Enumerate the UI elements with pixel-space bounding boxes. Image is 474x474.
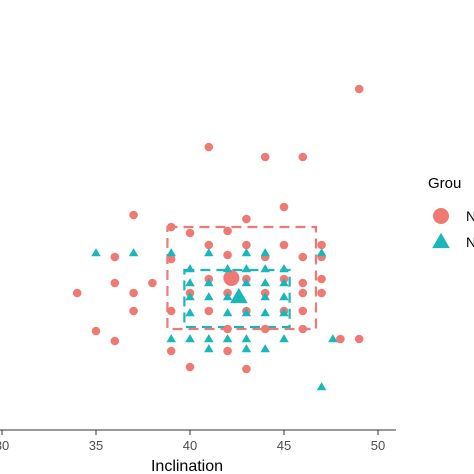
triangle-point (260, 344, 270, 353)
triangle-point (316, 248, 327, 257)
circle-point (279, 240, 289, 250)
triangle-point (91, 248, 101, 257)
circle-point (354, 334, 364, 344)
triangle-point (241, 264, 252, 273)
circle-point (223, 346, 232, 356)
triangle-point (222, 292, 233, 301)
triangle-point (185, 334, 195, 343)
x-tick-label: 45 (277, 438, 291, 453)
circle-point (298, 152, 308, 162)
legend: Grou NN (428, 175, 474, 250)
circle-point (223, 250, 232, 260)
circle-point (204, 306, 214, 316)
triangle-point (241, 334, 252, 343)
circle-point (223, 324, 232, 334)
circle-point (129, 210, 138, 220)
circle-point (204, 142, 214, 152)
data-points (72, 84, 364, 391)
legend-triangle-icon (432, 232, 450, 249)
circle-point (298, 278, 308, 288)
triangle-point (185, 308, 195, 317)
circle-point (110, 252, 120, 262)
triangle-point (204, 344, 214, 353)
triangle-point (279, 334, 289, 343)
circle-point (166, 306, 176, 316)
triangle-point (185, 292, 195, 301)
triangle-point (328, 334, 338, 343)
circle-point (242, 364, 251, 374)
triangle-point (241, 248, 252, 257)
circle-point (298, 306, 308, 316)
triangle-point (260, 278, 270, 287)
summary-box-1 (166, 225, 318, 331)
x-axis-ticks: 30 35 40 45 50 (0, 430, 385, 453)
x-tick-label: 30 (0, 438, 9, 453)
x-axis-title: Inclination (151, 458, 223, 474)
circle-point (129, 288, 138, 298)
circle-point (242, 214, 251, 224)
circle-point (166, 254, 176, 264)
x-tick-label: 40 (183, 438, 197, 453)
legend-circle-icon (433, 208, 449, 224)
circle-point (279, 202, 289, 212)
triangle-point (260, 308, 270, 317)
circle-point (148, 278, 157, 288)
circle-point (129, 306, 138, 316)
triangle-point (222, 308, 233, 317)
circle-point (223, 226, 232, 236)
triangle-point (279, 278, 289, 287)
triangle-point (279, 292, 289, 301)
circle-point (260, 324, 270, 334)
triangle-point (128, 248, 139, 257)
circle-point (185, 362, 195, 372)
circle-point (110, 278, 120, 288)
triangle-point (166, 334, 176, 343)
circle-point (242, 240, 251, 250)
triangle-point (279, 264, 289, 273)
circle-point (204, 240, 214, 250)
triangle-point (241, 308, 252, 317)
triangle-point (185, 278, 195, 287)
triangle-point (185, 264, 195, 273)
circle-point (91, 326, 101, 336)
circle-point (317, 288, 326, 298)
triangle-point (230, 287, 248, 304)
circle-point (317, 240, 326, 250)
legend-label: N (466, 208, 474, 224)
triangle-point (316, 382, 327, 391)
triangle-point (222, 264, 233, 273)
triangle-point (204, 278, 214, 287)
circle-point (110, 336, 120, 346)
circle-point (298, 252, 308, 262)
triangle-point (260, 292, 270, 301)
triangle-point (204, 248, 214, 257)
summary-box-2 (183, 268, 291, 329)
circle-point (72, 288, 82, 298)
summary-boxes (166, 225, 318, 331)
circle-point (166, 346, 176, 356)
triangle-point (166, 248, 176, 257)
triangle-point (241, 278, 252, 287)
x-tick-label: 35 (89, 438, 103, 453)
circle-point (260, 152, 270, 162)
x-tick-label: 50 (371, 438, 385, 453)
circle-point (298, 288, 308, 298)
triangle-point (260, 248, 270, 257)
circle-point (298, 324, 308, 334)
circle-point (166, 222, 176, 232)
circle-point (185, 228, 195, 238)
legend-label: N (466, 234, 474, 250)
triangle-point (204, 334, 214, 343)
legend-title: Grou (428, 175, 461, 192)
circle-point (223, 270, 240, 286)
triangle-point (279, 308, 289, 317)
triangle-point (241, 344, 252, 353)
triangle-point (222, 334, 233, 343)
circle-point (336, 334, 345, 344)
circle-point (354, 84, 364, 94)
triangle-point (204, 292, 214, 301)
circle-point (317, 274, 326, 284)
triangle-point (260, 264, 270, 273)
